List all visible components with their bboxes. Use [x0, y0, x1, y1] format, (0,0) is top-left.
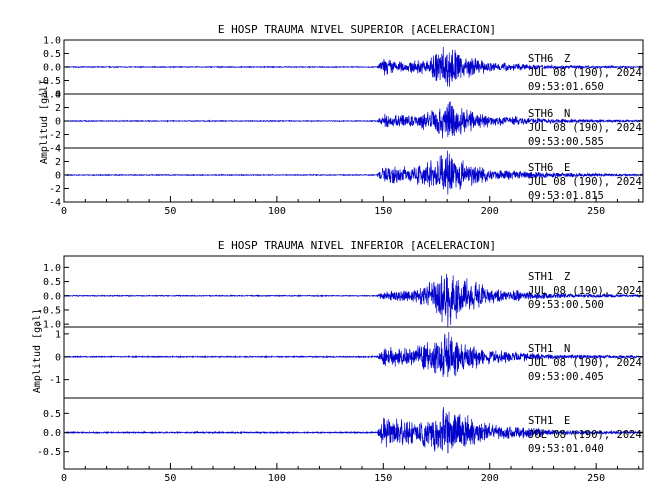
- component-label: Z: [564, 271, 570, 283]
- record-date: JUL 08 (190), 2024: [528, 176, 642, 188]
- y-tick-label: 0.0: [43, 63, 61, 74]
- component-label: Z: [564, 53, 570, 65]
- panel-sth6-z: -1.0 -0.5 0.0 0.5 1.0 STH6 Z JUL 08 (190), 2…: [37, 36, 644, 101]
- x-tick-label: 150: [374, 206, 392, 217]
- y-tick-label: 0.0: [43, 291, 61, 302]
- record-time: 09:53:00.585: [528, 136, 604, 148]
- x-axis: 0 50 100 150 200 250: [61, 196, 640, 217]
- station-component: STH6: [528, 108, 553, 120]
- y-tick-label: -2: [49, 184, 61, 195]
- y-ticks: -1.0 -0.5 0.0 0.5 1.0: [37, 263, 643, 331]
- record-time: 09:53:01.040: [528, 443, 604, 455]
- y-tick-label: 4: [55, 144, 61, 155]
- x-axis: 0 50 100 150 200 250: [61, 463, 640, 484]
- y-tick-label: 0: [55, 171, 61, 182]
- x-tick-label: 0: [61, 206, 67, 217]
- x-tick-label: 100: [268, 206, 286, 217]
- station-component: STH1: [528, 271, 553, 283]
- x-tick-label: 0: [61, 473, 67, 484]
- record-time: 09:53:01.650: [528, 81, 604, 93]
- trace-layer: [63, 407, 644, 454]
- y-tick-label: 0: [55, 117, 61, 128]
- waveform-trace: [63, 407, 644, 454]
- y-tick-label: 0.0: [43, 428, 61, 439]
- y-tick-label: -4: [49, 144, 61, 155]
- record-time: 09:53:00.405: [528, 371, 604, 383]
- y-tick-label: -0.5: [37, 305, 61, 316]
- waveform-trace: [63, 332, 644, 377]
- y-tick-label: 0.5: [43, 409, 61, 420]
- component-label: N: [564, 343, 570, 355]
- y-tick-label: -2: [49, 130, 61, 141]
- panel-sth1-n: -1 0 1 STH1 N JUL 08 (190), 2024 09:53:00.…: [49, 326, 644, 399]
- record-date: JUL 08 (190), 2024: [528, 429, 642, 441]
- y-tick-label: 2: [55, 103, 61, 114]
- y-tick-label: 0: [55, 352, 61, 363]
- y-tick-label: 0.5: [43, 49, 61, 60]
- waveform-trace: [63, 101, 644, 139]
- record-date: JUL 08 (190), 2024: [528, 285, 642, 297]
- station-component: STH1: [528, 415, 553, 427]
- trace-layer: [63, 101, 644, 139]
- y-tick-label: 1.0: [43, 36, 61, 47]
- record-date: JUL 08 (190), 2024: [528, 67, 642, 79]
- component-label: N: [564, 108, 570, 120]
- trace-layer: [63, 273, 644, 328]
- record-time: 09:53:01.815: [528, 190, 604, 202]
- x-tick-label: 200: [481, 473, 499, 484]
- y-axis-label: Amplitud [gal]: [39, 80, 50, 164]
- y-tick-label: -1.0: [37, 320, 61, 331]
- x-tick-label: 150: [374, 473, 392, 484]
- y-ticks: -1.0 -0.5 0.0 0.5 1.0: [37, 36, 643, 101]
- station-component: STH1: [528, 343, 553, 355]
- station-component: STH6: [528, 53, 553, 65]
- panel-sth6-e: -4 -2 0 2 4 STH6 E JUL 08 (190), 2024 09:53:…: [49, 144, 644, 209]
- y-tick-label: -0.5: [37, 76, 61, 87]
- trace-layer: [63, 46, 644, 87]
- waveform-trace: [63, 273, 644, 328]
- record-time: 09:53:00.500: [528, 299, 604, 311]
- trace-layer: [63, 332, 644, 377]
- x-tick-label: 200: [481, 206, 499, 217]
- x-tick-label: 50: [164, 473, 176, 484]
- y-ticks: -0.5 0.0 0.5: [37, 409, 643, 458]
- component-label: E: [564, 415, 570, 427]
- station-component: STH6: [528, 162, 553, 174]
- y-tick-label: 1: [55, 329, 61, 340]
- chart-title: E HOSP TRAUMA NIVEL INFERIOR [ACELERACIO…: [218, 239, 496, 252]
- record-date: JUL 08 (190), 2024: [528, 357, 642, 369]
- y-tick-label: 2: [55, 157, 61, 168]
- y-tick-label: -4: [49, 198, 61, 209]
- y-tick-label: -1.0: [37, 90, 61, 101]
- waveform-trace: [63, 150, 644, 195]
- x-tick-label: 100: [268, 473, 286, 484]
- x-tick-label: 250: [587, 206, 605, 217]
- panel-frame: [63, 397, 644, 470]
- trace-layer: [63, 150, 644, 195]
- y-tick-label: 0.5: [43, 277, 61, 288]
- y-axis-label: Amplitud [gal]: [32, 309, 43, 393]
- component-label: E: [564, 162, 570, 174]
- y-tick-label: 4: [55, 90, 61, 101]
- chart-inferior: E HOSP TRAUMA NIVEL INFERIOR [ACELERACIO…: [32, 239, 644, 484]
- y-tick-label: 1.0: [43, 263, 61, 274]
- panel-sth6-n: -4 -2 0 2 4 STH6 N JUL 08 (190), 2024 09:53:…: [49, 90, 644, 155]
- record-date: JUL 08 (190), 2024: [528, 122, 642, 134]
- x-tick-label: 250: [587, 473, 605, 484]
- panel-sth1-z: -1.0 -0.5 0.0 0.5 1.0 STH1 Z JUL 08 (190), 2…: [37, 255, 644, 331]
- y-ticks: -4 -2 0 2 4: [49, 144, 643, 209]
- y-tick-label: -1: [49, 375, 61, 386]
- chart-title: E HOSP TRAUMA NIVEL SUPERIOR [ACELERACIO…: [218, 23, 496, 36]
- y-ticks: -1 0 1: [49, 329, 643, 386]
- y-tick-label: -0.5: [37, 447, 61, 458]
- panel-sth1-e: -0.5 0.0 0.5 STH1 E JUL 08 (190), 2024 09:…: [37, 397, 644, 470]
- chart-superior: E HOSP TRAUMA NIVEL SUPERIOR [ACELERACIO…: [37, 23, 644, 217]
- x-tick-label: 50: [164, 206, 176, 217]
- waveform-trace: [63, 46, 644, 87]
